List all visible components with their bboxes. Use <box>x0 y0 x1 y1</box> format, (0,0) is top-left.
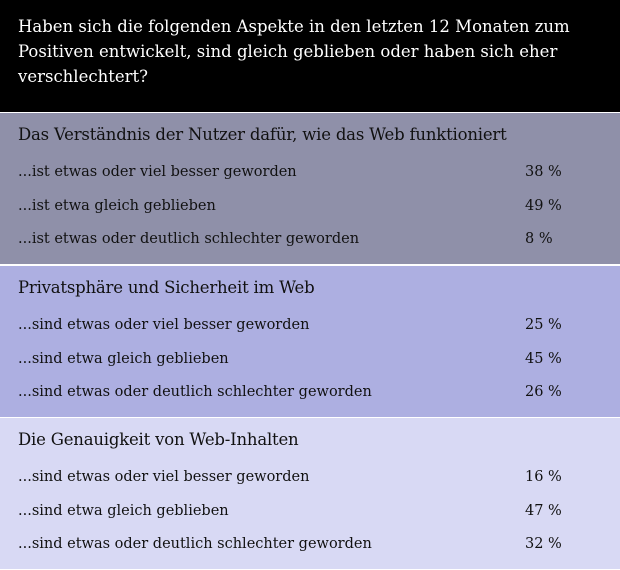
row-value: 16 % <box>525 469 562 485</box>
section-title: Das Verständnis der Nutzer dafür, wie da… <box>18 125 507 144</box>
row-label: ...sind etwas oder viel besser geworden <box>18 317 310 333</box>
row-label: ...ist etwas oder deutlich schlechter ge… <box>18 231 360 247</box>
row-value: 38 % <box>525 164 562 180</box>
row-label: ...ist etwa gleich geblieben <box>18 197 216 214</box>
row-label: ...sind etwas oder viel besser geworden <box>18 469 310 485</box>
section: Das Verständnis der Nutzer dafür, wie da… <box>0 113 620 264</box>
row-value: 47 % <box>525 502 562 519</box>
row-value: 32 % <box>525 536 562 552</box>
section: Die Genauigkeit von Web-Inhalten ...sind … <box>0 418 620 569</box>
section-title: Die Genauigkeit von Web-Inhalten <box>18 430 299 449</box>
row-label: ...sind etwa gleich geblieben <box>18 502 229 519</box>
row-value: 25 % <box>525 317 562 333</box>
row-value: 8 % <box>525 231 553 247</box>
header-title: Haben sich die folgenden Aspekte in den … <box>18 17 570 86</box>
row-value: 26 % <box>525 384 562 400</box>
section: Privatsphäre und Sicherheit im Web ...sin… <box>0 266 620 417</box>
row-label: ...sind etwas oder deutlich schlechter g… <box>18 536 372 552</box>
row-label: ...sind etwa gleich geblieben <box>18 350 229 367</box>
row-label: ...sind etwas oder deutlich schlechter g… <box>18 384 372 400</box>
row-value: 45 % <box>525 350 562 367</box>
section-title: Privatsphäre und Sicherheit im Web <box>18 278 315 297</box>
row-value: 49 % <box>525 197 562 214</box>
row-label: ...ist etwas oder viel besser geworden <box>18 164 297 180</box>
header: Haben sich die folgenden Aspekte in den … <box>0 0 620 112</box>
